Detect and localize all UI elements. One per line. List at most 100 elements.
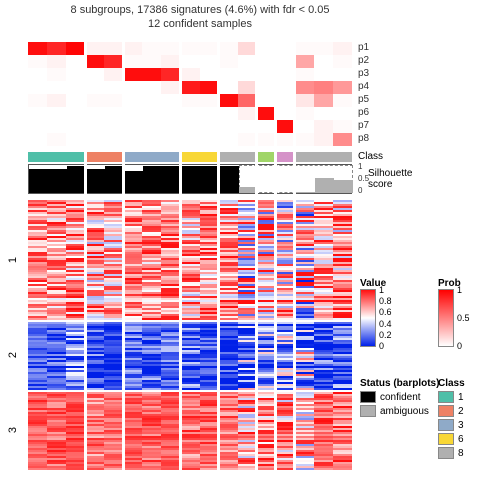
legend-item-label: 6 [458,434,464,445]
prob-cell [28,107,47,120]
legend-swatch [438,447,454,459]
legend-item: 2 [438,405,465,417]
heatmap-column [85,200,104,470]
prob-cell [123,120,142,133]
prob-cell [104,81,123,94]
prob-cell [314,133,333,146]
legend-value: Value10.80.60.40.20 [360,278,386,347]
prob-cell [161,42,180,55]
prob-cell [142,94,161,107]
prob-cell [200,42,219,55]
prob-cell [219,55,238,68]
legend-swatch [360,405,376,417]
silhouette-scale-tick: 1 [358,162,362,171]
silhouette-label: Silhouette [368,168,412,179]
prob-cell [66,68,85,81]
silhouette-track [28,164,352,194]
title-line-1: 8 subgroups, 17386 signatures (4.6%) wit… [20,4,380,16]
heatmap-column [257,200,276,470]
prob-cell [180,81,199,94]
prob-cell [219,133,238,146]
prob-cell [85,107,104,120]
row-group-label: 2 [7,352,19,358]
prob-cell [257,81,276,94]
legend-tick: 1 [379,285,384,295]
class-segment [238,152,257,162]
prob-cell [66,55,85,68]
silhouette-bar [220,166,239,193]
heatmap-column [276,200,295,470]
prob-cell [142,81,161,94]
prob-cell [28,133,47,146]
prob-cell [104,120,123,133]
prob-cell [47,55,66,68]
prob-cell [66,81,85,94]
prob-cell [219,120,238,133]
prob-cell [142,133,161,146]
prob-cell [161,68,180,81]
prob-cell [333,81,352,94]
prob-cell [200,81,219,94]
class-segment [276,152,295,162]
prob-cell [104,42,123,55]
legend-tick: 0.8 [379,296,392,306]
legend-status-barplots-: Status (barplots)confidentambiguous [360,378,439,417]
prob-cell [257,55,276,68]
prob-cell [47,42,66,55]
heatmap-column [104,200,123,470]
prob-cell [238,81,257,94]
prob-cell [238,55,257,68]
class-segment [104,152,123,162]
class-segment [295,152,314,162]
legend-item-label: 8 [458,448,464,459]
prob-cell [161,120,180,133]
legend-swatch [438,405,454,417]
prob-cell [104,55,123,68]
legend-gradient: 10.50 [438,289,454,347]
prob-cell [200,133,219,146]
class-segment [333,152,352,162]
prob-cell [314,81,333,94]
prob-cell [219,42,238,55]
class-track-label: Class [358,151,383,162]
prob-cell [333,55,352,68]
prob-cell [295,55,314,68]
prob-cell [295,81,314,94]
class-segment [85,152,104,162]
prob-cell [333,94,352,107]
prob-cell [276,94,295,107]
legend-item: confident [360,391,439,403]
heatmap-column [219,200,238,470]
probability-matrix [28,42,352,148]
prob-cell [180,94,199,107]
prob-cell [142,55,161,68]
legend-item: ambiguous [360,405,439,417]
prob-cell [200,107,219,120]
heatmap-column [66,200,85,470]
class-segment [200,152,219,162]
legend-item-label: confident [380,392,421,403]
prob-cell [200,55,219,68]
prob-cell [66,107,85,120]
heatmap-column [333,200,352,470]
prob-cell [219,94,238,107]
prob-cell [161,55,180,68]
prob-cell [180,68,199,81]
prob-cell [314,42,333,55]
legend-item-label: ambiguous [380,406,429,417]
legend-tick: 0 [379,341,384,351]
prob-cell [28,120,47,133]
prob-cell [47,68,66,81]
prob-cell [200,120,219,133]
prob-cell [257,68,276,81]
prob-cell [333,42,352,55]
prob-cell [257,42,276,55]
silhouette-bar [143,166,162,193]
prob-cell [161,81,180,94]
prob-cell [219,68,238,81]
prob-cell [85,94,104,107]
prob-cell [123,94,142,107]
prob-row-label: p6 [358,107,369,118]
column-group-gap [84,42,87,470]
heatmap-column [238,200,257,470]
